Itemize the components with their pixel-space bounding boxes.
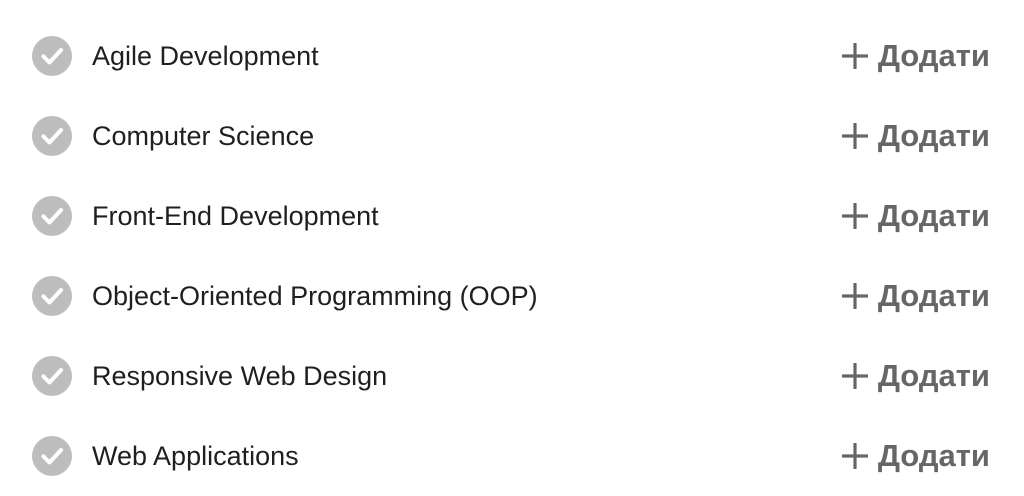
skill-item: Object-Oriented Programming (OOP) Додати: [0, 256, 1024, 336]
plus-icon: [841, 123, 868, 149]
check-circle-icon: [32, 436, 72, 476]
check-circle-icon: [32, 356, 72, 396]
plus-icon: [841, 283, 868, 309]
skill-item: Computer Science Додати: [0, 96, 1024, 176]
skill-item: Responsive Web Design Додати: [0, 336, 1024, 416]
add-skill-button[interactable]: Додати: [841, 96, 990, 176]
add-button-label: Додати: [877, 278, 990, 313]
add-button-label: Додати: [877, 438, 990, 473]
add-button-label: Додати: [877, 358, 990, 393]
skill-name: Web Applications: [92, 441, 299, 471]
skill-name: Object-Oriented Programming (OOP): [92, 281, 538, 311]
add-button-label: Додати: [877, 38, 990, 73]
add-button-label: Додати: [877, 118, 990, 153]
skill-item: Web Applications Додати: [0, 416, 1024, 496]
check-circle-icon: [32, 276, 72, 316]
check-circle-icon: [32, 36, 72, 76]
skill-item: Agile Development Додати: [0, 16, 1024, 96]
plus-icon: [841, 363, 868, 389]
add-skill-button[interactable]: Додати: [841, 16, 990, 96]
add-skill-button[interactable]: Додати: [841, 176, 990, 256]
add-button-label: Додати: [877, 198, 990, 233]
skill-name: Agile Development: [92, 41, 319, 71]
skill-name: Responsive Web Design: [92, 361, 388, 391]
skill-item: Front-End Development Додати: [0, 176, 1024, 256]
add-skill-button[interactable]: Додати: [841, 336, 990, 416]
plus-icon: [841, 203, 868, 229]
add-skill-button[interactable]: Додати: [841, 256, 990, 336]
check-circle-icon: [32, 196, 72, 236]
plus-icon: [841, 43, 868, 69]
add-skill-button[interactable]: Додати: [841, 416, 990, 496]
skill-name: Front-End Development: [92, 201, 379, 231]
skill-name: Computer Science: [92, 121, 315, 151]
check-circle-icon: [32, 116, 72, 156]
plus-icon: [841, 443, 868, 469]
